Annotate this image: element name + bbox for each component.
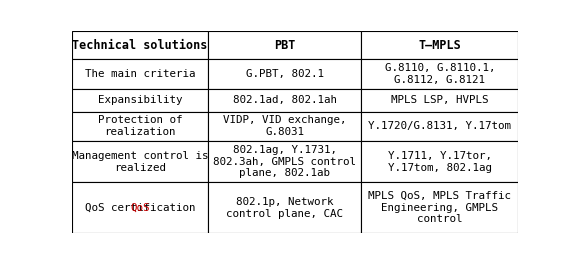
Text: QoS certification: QoS certification [85, 203, 195, 213]
Text: 802.1ad, 802.1ah: 802.1ad, 802.1ah [233, 95, 337, 105]
Text: Technical solutions: Technical solutions [73, 39, 208, 52]
Text: 802.1p, Network
control plane, CAC: 802.1p, Network control plane, CAC [226, 197, 343, 219]
Text: The main criteria: The main criteria [85, 69, 195, 79]
Text: G.PBT, 802.1: G.PBT, 802.1 [246, 69, 324, 79]
Bar [208, 89, 361, 112]
Bar [208, 182, 361, 233]
Bar [361, 31, 518, 59]
Bar [208, 112, 361, 141]
Text: PBT: PBT [274, 39, 295, 52]
Bar [72, 112, 208, 141]
Text: Protection of
realization: Protection of realization [98, 116, 183, 137]
Bar [361, 182, 518, 233]
Bar [72, 59, 208, 89]
Text: G.8110, G.8110.1,
G.8112, G.8121: G.8110, G.8110.1, G.8112, G.8121 [385, 63, 495, 85]
Bar [72, 89, 208, 112]
Text: Management control is
realized: Management control is realized [72, 151, 209, 172]
Text: QoS: QoS [130, 203, 150, 213]
Bar [361, 141, 518, 182]
Text: MPLS QoS, MPLS Traffic
Engineering, GMPLS
control: MPLS QoS, MPLS Traffic Engineering, GMPL… [368, 191, 511, 224]
Text: Y.1720/G.8131, Y.17tom: Y.1720/G.8131, Y.17tom [368, 121, 511, 131]
Text: MPLS LSP, HVPLS: MPLS LSP, HVPLS [391, 95, 488, 105]
Bar [361, 59, 518, 89]
Bar [208, 31, 361, 59]
Bar [208, 141, 361, 182]
Text: 802.1ag, Y.1731,
802.3ah, GMPLS control
plane, 802.1ab: 802.1ag, Y.1731, 802.3ah, GMPLS control … [213, 145, 356, 178]
Bar [72, 31, 208, 59]
Bar [361, 112, 518, 141]
Bar [208, 59, 361, 89]
Text: VIDP, VID exchange,
G.8031: VIDP, VID exchange, G.8031 [223, 116, 346, 137]
Text: T–MPLS: T–MPLS [418, 39, 461, 52]
Text: Expansibility: Expansibility [98, 95, 183, 105]
Text: Y.1711, Y.17tor,
Y.17tom, 802.1ag: Y.1711, Y.17tor, Y.17tom, 802.1ag [388, 151, 492, 172]
Bar [361, 89, 518, 112]
Bar [72, 182, 208, 233]
Bar [72, 141, 208, 182]
